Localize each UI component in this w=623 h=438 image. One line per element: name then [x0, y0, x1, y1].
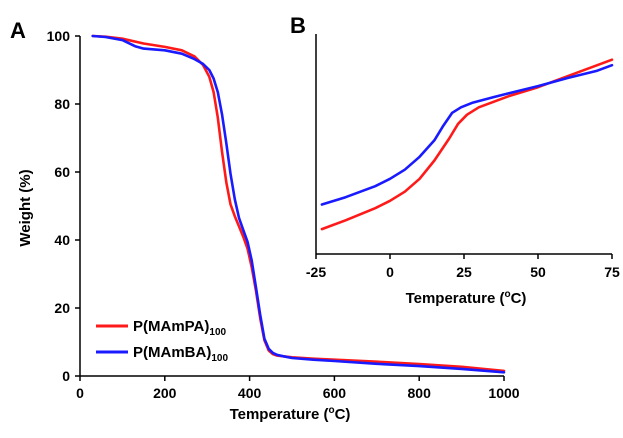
main-chart-x-tick-label: 400 [238, 385, 262, 401]
main-chart-y-tick-label: 60 [54, 164, 70, 180]
inset-chart-ticks: -25 0 25 50 75 [306, 254, 620, 280]
main-chart-y-tick-label: 80 [54, 96, 70, 112]
inset-chart-x-tick-label: 0 [386, 264, 394, 280]
main-chart-ticks: 0 200 400 600 800 1000 0 20 40 60 80 100 [47, 28, 520, 401]
main-chart-x-axis-title: Temperature (oC) [230, 405, 351, 423]
inset-chart-x-tick-label: 75 [604, 264, 620, 280]
inset-chart-series-layer [320, 58, 614, 231]
main-chart-y-tick-label: 100 [47, 28, 71, 44]
inset-chart-x-tick-label: 25 [456, 264, 472, 280]
inset-chart-x-axis-title: Temperature (oC) [406, 289, 527, 307]
legend-label-mampa: P(MAmPA)100 [133, 318, 227, 338]
main-chart-x-tick-label: 1000 [488, 385, 519, 401]
main-chart-x-tick-label: 0 [76, 385, 84, 401]
main-chart-y-tick-label: 0 [62, 368, 70, 384]
main-chart-y-tick-label: 20 [54, 300, 70, 316]
inset-chart-x-tick-label: 50 [530, 264, 546, 280]
main-chart-series-mambba-line [91, 34, 506, 374]
main-chart-y-axis-title: Weight (%) [17, 169, 34, 246]
inset-chart-x-tick-label: -25 [306, 264, 326, 280]
inset-chart-series-mampa-line [320, 58, 614, 231]
inset-chart: -25 0 25 50 75 Temperature (oC) [306, 34, 620, 307]
panel-label-a: A [10, 18, 26, 43]
main-chart-y-tick-label: 40 [54, 232, 70, 248]
main-chart-x-tick-label: 800 [408, 385, 432, 401]
legend: P(MAmPA)100 P(MAmBA)100 [96, 318, 228, 364]
legend-label-mambba: P(MAmBA)100 [133, 344, 228, 364]
inset-chart-series-mambba-line [320, 63, 614, 206]
main-chart: 0 200 400 600 800 1000 0 20 40 60 80 100 Weight (%)… [17, 28, 520, 423]
main-chart-series-layer [91, 34, 506, 374]
main-chart-x-tick-label: 600 [323, 385, 347, 401]
panel-label-b: B [290, 13, 306, 38]
main-chart-x-tick-label: 200 [153, 385, 177, 401]
